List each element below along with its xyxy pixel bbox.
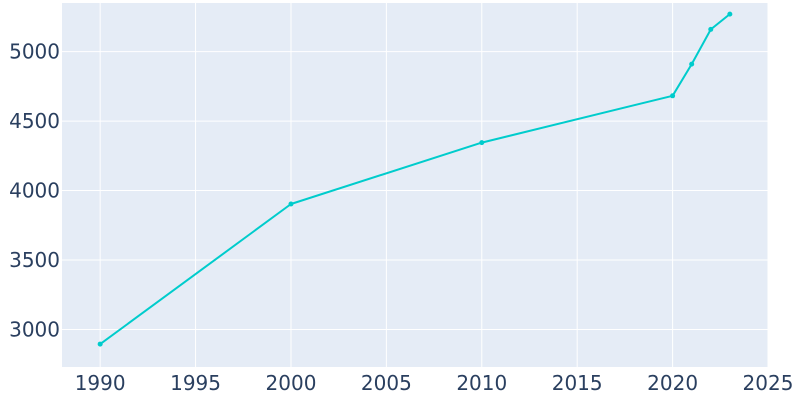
y-tick-label: 4000 xyxy=(9,179,60,203)
series-markers xyxy=(97,11,733,347)
x-tick-label: 2000 xyxy=(266,371,317,395)
x-tick-label: 1990 xyxy=(75,371,126,395)
data-point xyxy=(97,341,103,347)
y-tick-label: 4500 xyxy=(9,109,60,133)
x-tick-label: 2005 xyxy=(361,371,412,395)
x-tick-label: 2025 xyxy=(743,371,794,395)
x-gridlines xyxy=(99,3,769,367)
data-point xyxy=(727,11,733,17)
y-gridlines xyxy=(62,51,768,330)
y-axis-tick-labels: 3000 3500 4000 4500 5000 xyxy=(9,40,60,342)
plot-background xyxy=(62,3,768,367)
y-tick-label: 3000 xyxy=(9,317,60,341)
data-point xyxy=(288,201,294,207)
data-point xyxy=(689,61,695,67)
y-tick-label: 5000 xyxy=(9,40,60,64)
data-point xyxy=(670,93,676,99)
x-axis-tick-labels: 1990 1995 2000 2005 2010 2015 2020 2025 xyxy=(75,371,794,395)
x-tick-label: 2020 xyxy=(647,371,698,395)
x-tick-label: 2015 xyxy=(552,371,603,395)
data-point xyxy=(479,140,485,146)
x-tick-label: 1995 xyxy=(170,371,221,395)
x-tick-label: 2010 xyxy=(456,371,507,395)
data-point xyxy=(708,26,714,32)
y-tick-label: 3500 xyxy=(9,248,60,272)
